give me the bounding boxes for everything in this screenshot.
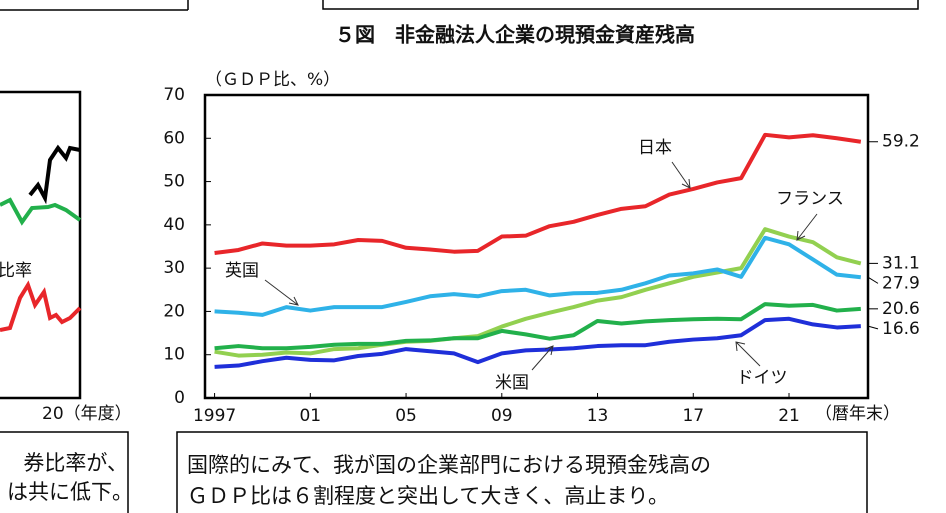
note-box	[0, 431, 129, 513]
end-value-label: 59.2	[882, 132, 920, 152]
series-line	[214, 302, 861, 351]
series-annotation: 米国	[495, 373, 529, 393]
plot-frame	[203, 93, 870, 400]
series-line	[214, 235, 862, 317]
end-value-label: 31.1	[882, 253, 920, 273]
series-annotation: ドイツ	[737, 368, 788, 388]
box-edge	[322, 0, 919, 10]
y-tick-label: 30	[163, 258, 185, 278]
x-tick-label: 17	[682, 406, 704, 426]
y-tick-label: 0	[174, 388, 185, 408]
series-annotation: 日本	[638, 138, 672, 158]
leader-line	[867, 325, 879, 330]
note-text: は共に低下。	[7, 480, 133, 504]
x-tick-label: 09	[491, 406, 513, 426]
series-annotation: 英国	[225, 261, 259, 281]
left-line	[0, 280, 82, 332]
y-tick-label: 70	[163, 85, 185, 105]
leader-line	[867, 276, 879, 284]
end-value-label: 20.6	[882, 299, 920, 319]
y-tick-label: 10	[163, 345, 185, 365]
chart-title: ５図 非金融法人企業の現預金資産残高	[335, 23, 695, 47]
left-frame	[0, 90, 82, 400]
note-text: 券比率が、	[23, 451, 128, 475]
x-tick-label: 1997	[193, 406, 236, 426]
series-line	[214, 316, 861, 369]
plot	[214, 132, 862, 369]
left-line	[0, 197, 82, 226]
series-annotation: フランス	[776, 189, 844, 209]
y-tick-label: 60	[163, 128, 185, 148]
caption-box	[176, 431, 868, 513]
left-line	[28, 144, 81, 205]
x-tick-label: 01	[299, 406, 321, 426]
y-tick-label: 50	[163, 172, 185, 192]
end-value-label: 16.6	[882, 319, 920, 339]
series-line	[214, 227, 862, 358]
left-x-label: 20（年度）	[42, 404, 132, 424]
x-tick-label: 21	[778, 406, 800, 426]
series-line	[214, 132, 862, 255]
end-value-label: 27.9	[882, 273, 920, 293]
y-axis-label: （ＧＤＰ比、%）	[205, 70, 340, 90]
arrows	[264, 161, 818, 371]
caption-text: ＧＤＰ比は６割程度と突出して大きく、高止まり。	[187, 484, 669, 508]
x-axis-label: （暦年末）	[815, 404, 900, 424]
left-series-label: 比率	[0, 261, 32, 281]
x-tick-label: 13	[587, 406, 609, 426]
x-tick-label: 05	[395, 406, 417, 426]
caption-text: 国際的にみて、我が国の企業部門における現預金残高の	[187, 453, 711, 477]
y-tick-label: 20	[163, 301, 185, 321]
y-tick-label: 40	[163, 215, 185, 235]
